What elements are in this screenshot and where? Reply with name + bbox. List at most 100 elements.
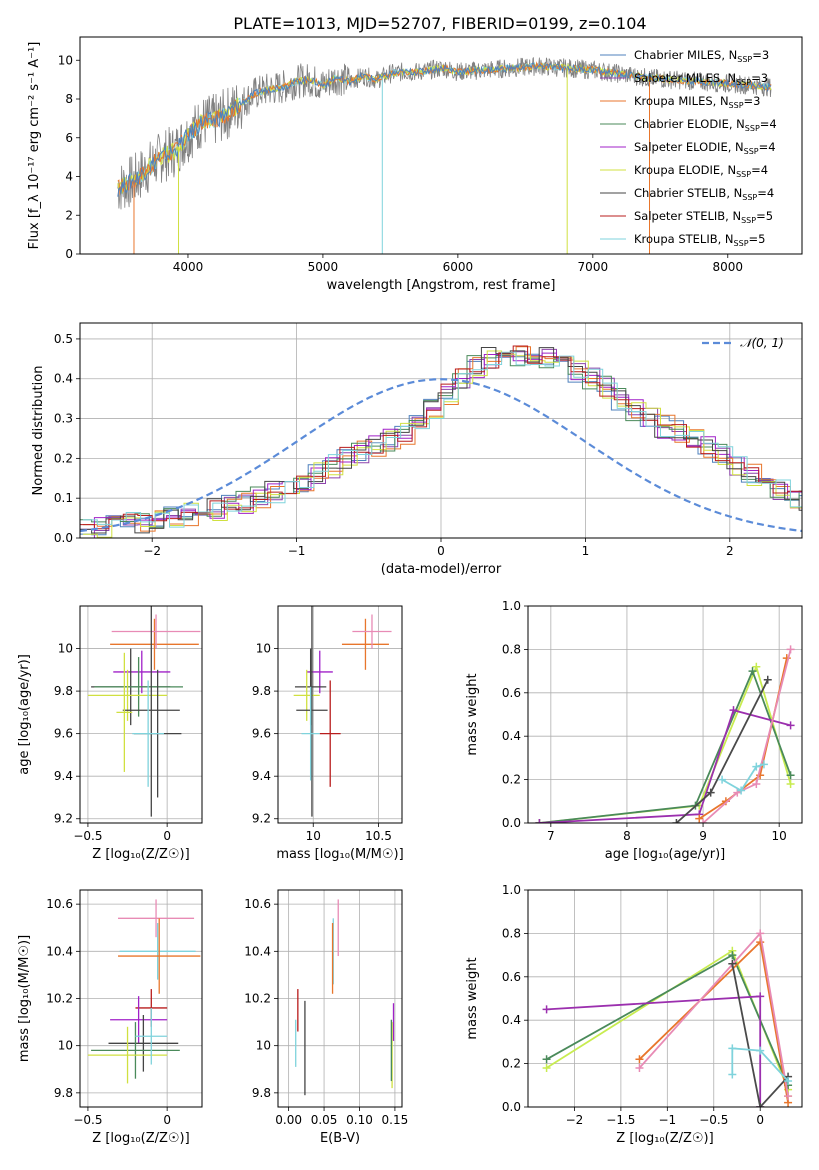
mass-weight-marker <box>756 938 765 947</box>
mass-weight-marker <box>728 951 737 960</box>
y-tick-label: 10.6 <box>46 897 73 911</box>
y-tick-label: 10.2 <box>46 992 73 1006</box>
x-tick-label: 0 <box>437 544 445 558</box>
mass-weight-marker <box>542 1005 551 1014</box>
x-tick-label: 1 <box>582 544 590 558</box>
mass-weight-marker <box>729 706 738 715</box>
plot-area-age-vs-Z <box>80 606 202 823</box>
x-axis-label: Z [log₁₀(Z/Z☉)] <box>92 847 189 862</box>
mass-weight-marker <box>786 645 795 654</box>
axes-frame <box>277 605 403 824</box>
panel-age-vs-Z: −0.5 0 9.2 9.4 9.6 9.8 10 Z [log₁₀(Z/Z☉)] age [l… <box>17 605 203 862</box>
panel-mass-vs-EBV: 0.00 0.05 0.10 0.15 9.8 10 10.2 10.4 10.6 E(B-V) <box>244 889 409 1146</box>
y-tick-label: 6 <box>65 131 73 145</box>
y-tick-label: 9.8 <box>252 1086 271 1100</box>
error-bar-point <box>110 996 168 1044</box>
error-bar-point <box>87 669 168 721</box>
plot-area-weight-vs-age <box>528 606 802 823</box>
legend-label: 𝒩(0, 1) <box>740 336 784 350</box>
x-tick-label: 2 <box>726 544 734 558</box>
y-tick-label: 9.8 <box>54 1086 73 1100</box>
y-tick-label: 10 <box>256 642 271 656</box>
panel-weight-vs-age: 7 8 9 10 0.0 0.2 0.4 0.6 0.8 1.0 age [log₁₀(age/yr… <box>465 599 803 862</box>
mass-weight-marker <box>728 1070 737 1079</box>
error-bar-point <box>301 686 320 781</box>
x-axis-label: (data-model)/error <box>381 562 502 577</box>
error-bar-point <box>293 669 320 721</box>
x-tick-label: 0 <box>163 829 171 843</box>
mass-weight-marker <box>786 771 795 780</box>
y-tick-label: 0.4 <box>54 372 73 386</box>
mass-weight-line <box>539 668 792 823</box>
x-tick-label: 0 <box>163 1113 171 1127</box>
mass-weight-marker <box>763 675 772 684</box>
legend-label: Salpeter ELODIE, NSSP=4 <box>634 140 776 156</box>
mass-weight-line <box>539 664 792 823</box>
x-tick-label: 0.05 <box>311 1113 338 1127</box>
x-axis-label: Z [log₁₀(Z/Z☉)] <box>92 1131 189 1146</box>
x-tick-label: −0.5 <box>73 829 102 843</box>
x-tick-label: 10 <box>772 829 787 843</box>
plot-area-weight-vs-Z <box>528 890 802 1107</box>
axes-frame <box>527 889 803 1108</box>
y-tick-label: 10 <box>58 642 73 656</box>
y-tick-label: 0.0 <box>502 816 521 830</box>
mass-weight-marker <box>784 1076 793 1085</box>
y-tick-label: 0.6 <box>502 686 521 700</box>
mass-weight-marker <box>756 1046 765 1055</box>
error-bar-point <box>116 652 133 772</box>
mass-weight-marker <box>699 819 708 823</box>
y-tick-label: 10.6 <box>244 897 271 911</box>
y-tick-label: 0.0 <box>502 1100 521 1114</box>
x-axis-label: age [log₁₀(age/yr)] <box>605 847 726 862</box>
mass-weight-marker <box>756 929 765 938</box>
x-tick-label: 10.5 <box>365 829 392 843</box>
y-tick-label: 1.0 <box>502 599 521 613</box>
y-tick-label: 2 <box>65 208 73 222</box>
y-axis-label: Normed distribution <box>31 366 46 496</box>
x-tick-label: 0.00 <box>275 1113 302 1127</box>
axes-frame <box>527 605 803 824</box>
x-axis-label: wavelength [Angstrom, rest frame] <box>327 278 556 293</box>
mass-weight-line <box>702 649 792 823</box>
mass-weight-marker <box>635 1063 644 1072</box>
error-bar-point <box>119 923 196 980</box>
y-tick-label: 9.6 <box>252 727 271 741</box>
x-tick-label: 8 <box>623 829 631 843</box>
y-tick-label: 0 <box>65 247 73 261</box>
error-bar-point <box>118 918 201 994</box>
mass-weight-marker <box>756 992 765 1001</box>
y-tick-label: 9.4 <box>252 769 271 783</box>
mass-weight-marker <box>752 762 761 771</box>
y-tick-label: 10.2 <box>244 992 271 1006</box>
panel-mass-vs-Z: −0.5 0 9.8 10 10.2 10.4 10.6 Z [log₁₀(Z/Z☉)] mas… <box>17 889 203 1146</box>
x-tick-label: 7000 <box>578 260 609 274</box>
legend-label: Chabrier ELODIE, NSSP=4 <box>634 117 777 133</box>
error-bar-point <box>94 657 183 717</box>
error-bar-point <box>122 606 180 817</box>
mass-weight-marker <box>542 1055 551 1064</box>
x-tick-label: 0.10 <box>346 1113 373 1127</box>
x-tick-label: −2 <box>566 1113 584 1127</box>
x-axis-label: Z [log₁₀(Z/Z☉)] <box>616 1131 713 1146</box>
model-spectrum-line <box>117 62 772 197</box>
mass-weight-line <box>731 1047 789 1082</box>
x-tick-label: 0.15 <box>382 1113 409 1127</box>
error-bar-point <box>108 1015 179 1072</box>
y-tick-label: 0.0 <box>54 531 73 545</box>
x-axis-label: mass [log₁₀(M/M☉)] <box>276 847 403 862</box>
legend-label: Chabrier STELIB, NSSP=4 <box>634 186 774 202</box>
y-tick-label: 0.8 <box>502 642 521 656</box>
axes-frame <box>79 605 203 824</box>
residual-histogram-chabrier-elodie <box>80 355 802 528</box>
axes-frame <box>79 36 803 255</box>
error-bar-point <box>296 606 328 817</box>
y-tick-label: 9.8 <box>54 684 73 698</box>
error-bar-point <box>91 1022 180 1079</box>
mass-weight-marker <box>718 775 727 784</box>
plot-area-age-vs-mass <box>278 606 402 823</box>
y-tick-label: 9.2 <box>54 812 73 826</box>
x-tick-label: −0.5 <box>73 1113 102 1127</box>
y-tick-label: 10.4 <box>244 944 271 958</box>
